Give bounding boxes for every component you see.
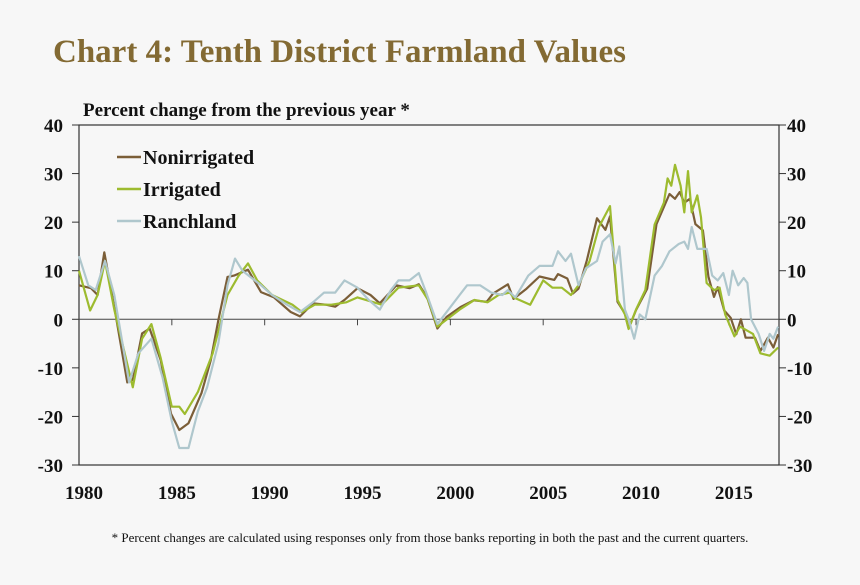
y-tick-label-right: 0: [787, 310, 797, 331]
x-tick-label: 1990: [251, 483, 289, 504]
x-tick-label: 2010: [622, 483, 660, 504]
y-tick-label-right: -20: [787, 407, 812, 428]
y-tick-label-right: -30: [787, 456, 812, 477]
y-tick-label-left: 0: [54, 310, 64, 331]
y-tick-label-left: 10: [44, 262, 63, 283]
plot-frame: [78, 124, 780, 466]
y-tick-label-left: 30: [44, 165, 63, 186]
legend-label-nonirrigated: Nonirrigated: [143, 147, 254, 169]
y-tick-label-right: -10: [787, 359, 812, 380]
legend-label-irrigated: Irrigated: [143, 179, 221, 201]
y-tick-label-right: 10: [787, 262, 806, 283]
footnote: * Percent changes are calculated using r…: [111, 530, 749, 545]
chart-title: Chart 4: Tenth District Farmland Values: [53, 34, 626, 70]
series-lines: [77, 163, 780, 450]
x-tick-label: 1985: [158, 483, 196, 504]
legend-label-ranchland: Ranchland: [143, 211, 236, 233]
series-line-ranchland: [77, 225, 780, 450]
x-tick-label: 2000: [436, 483, 474, 504]
x-tick-label: 1995: [344, 483, 382, 504]
x-tick-label: 2005: [529, 483, 567, 504]
y-tick-label-right: 30: [787, 165, 806, 186]
y-tick-label-left: -10: [38, 359, 63, 380]
x-tick-label: 1980: [65, 483, 103, 504]
y-tick-label-left: -30: [38, 456, 63, 477]
y-tick-label-right: 20: [787, 213, 806, 234]
y-tick-label-left: -20: [38, 407, 63, 428]
y-tick-label-right: 40: [787, 116, 806, 137]
x-tick-label: 2015: [715, 483, 753, 504]
y-axis-label: Percent change from the previous year *: [83, 100, 410, 121]
y-tick-label-left: 20: [44, 213, 63, 234]
legend: Nonirrigated Irrigated Ranchland: [117, 147, 254, 233]
series-line-irrigated: [77, 163, 779, 416]
y-tick-label-left: 40: [44, 116, 63, 137]
